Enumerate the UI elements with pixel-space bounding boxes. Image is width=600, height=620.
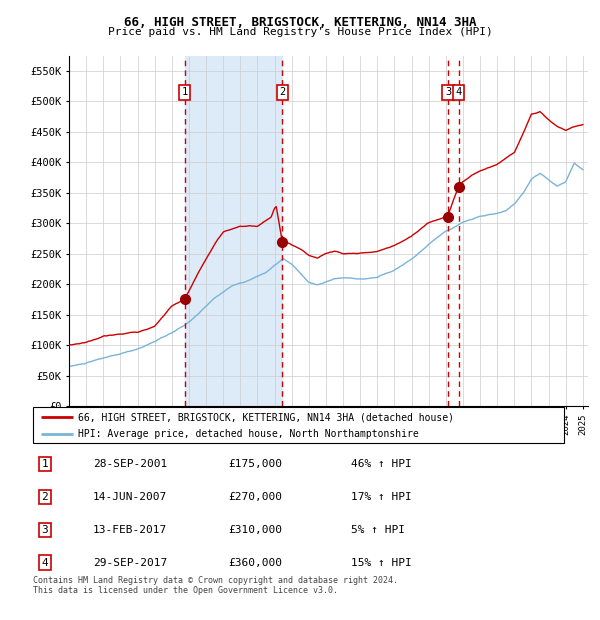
Text: £175,000: £175,000 [228,459,282,469]
Text: 2: 2 [279,87,286,97]
Text: £270,000: £270,000 [228,492,282,502]
Text: 66, HIGH STREET, BRIGSTOCK, KETTERING, NN14 3HA: 66, HIGH STREET, BRIGSTOCK, KETTERING, N… [124,16,476,29]
Text: HPI: Average price, detached house, North Northamptonshire: HPI: Average price, detached house, Nort… [78,429,419,440]
Text: 5% ↑ HPI: 5% ↑ HPI [351,525,405,535]
Text: 15% ↑ HPI: 15% ↑ HPI [351,557,412,568]
Text: 2: 2 [41,492,49,502]
Text: Price paid vs. HM Land Registry's House Price Index (HPI): Price paid vs. HM Land Registry's House … [107,27,493,37]
Text: 4: 4 [41,557,49,568]
Text: £310,000: £310,000 [228,525,282,535]
Text: 1: 1 [181,87,188,97]
Text: This data is licensed under the Open Government Licence v3.0.: This data is licensed under the Open Gov… [33,586,338,595]
FancyBboxPatch shape [33,407,564,443]
Text: 66, HIGH STREET, BRIGSTOCK, KETTERING, NN14 3HA (detached house): 66, HIGH STREET, BRIGSTOCK, KETTERING, N… [78,412,454,422]
Text: 3: 3 [41,525,49,535]
Bar [185,56,283,406]
Text: £360,000: £360,000 [228,557,282,568]
Text: 17% ↑ HPI: 17% ↑ HPI [351,492,412,502]
Text: 13-FEB-2017: 13-FEB-2017 [93,525,167,535]
Text: 3: 3 [445,87,451,97]
Text: Contains HM Land Registry data © Crown copyright and database right 2024.: Contains HM Land Registry data © Crown c… [33,575,398,585]
Text: 4: 4 [455,87,462,97]
Text: 28-SEP-2001: 28-SEP-2001 [93,459,167,469]
Text: 1: 1 [41,459,49,469]
Text: 29-SEP-2017: 29-SEP-2017 [93,557,167,568]
Text: 14-JUN-2007: 14-JUN-2007 [93,492,167,502]
Text: 46% ↑ HPI: 46% ↑ HPI [351,459,412,469]
